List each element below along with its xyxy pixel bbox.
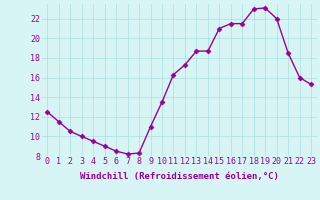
X-axis label: Windchill (Refroidissement éolien,°C): Windchill (Refroidissement éolien,°C) — [80, 172, 279, 181]
